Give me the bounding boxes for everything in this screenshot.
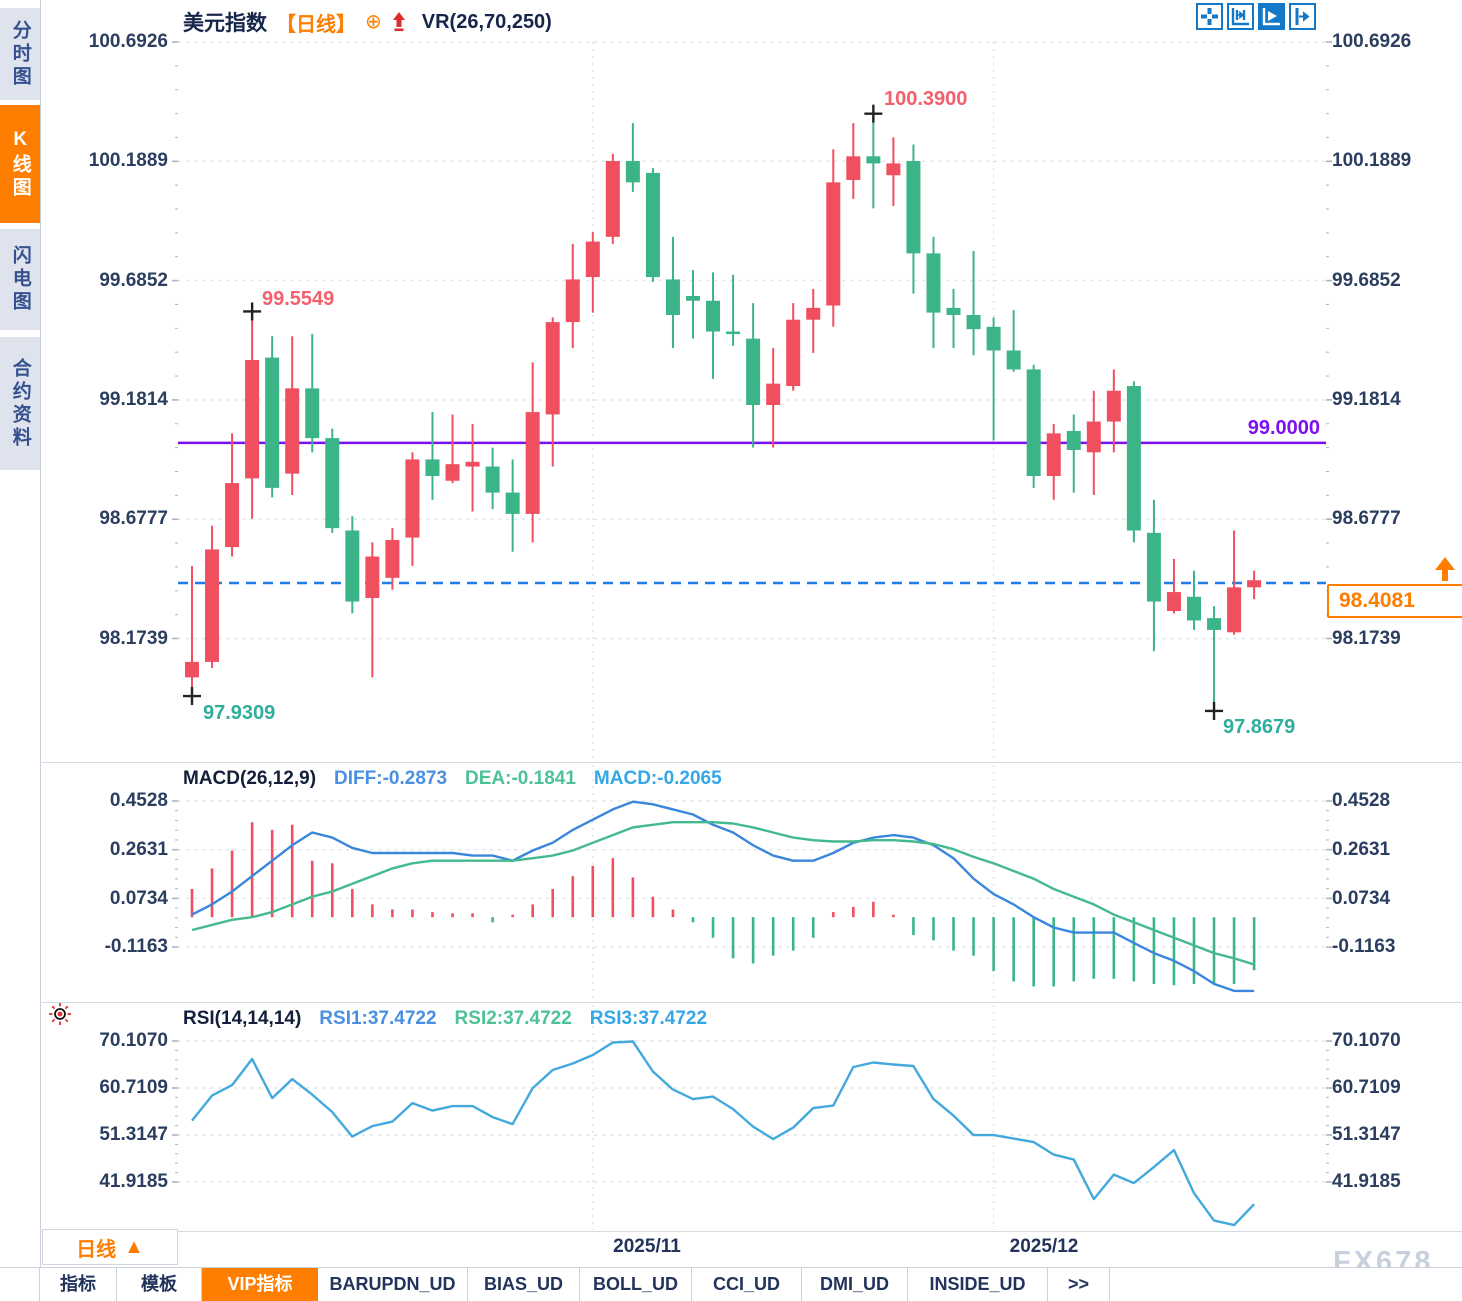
sidebar-divider: [40, 0, 41, 1300]
tab-templates[interactable]: 模板: [117, 1268, 202, 1301]
macd-ytick: 0.4528: [109, 790, 168, 811]
price-ytick: 100.6926: [1332, 31, 1412, 52]
xaxis-label-nov: 2025/11: [613, 1236, 681, 1257]
period-selector-label: 日线: [76, 1238, 117, 1261]
zoom-axis-range-icon[interactable]: [1227, 3, 1254, 30]
price-ytick: 99.1814: [1332, 389, 1401, 410]
macd-ytick: 0.0734: [1332, 888, 1391, 909]
sidebar-item-contract-info[interactable]: 合约资料: [0, 337, 40, 470]
swing-low-label: 97.8679: [1223, 716, 1296, 738]
panel-divider: [40, 1231, 1462, 1232]
macd-dea-value: DEA:-0.1841: [465, 768, 576, 789]
indicator-tabbar: 指标 模板 VIP指标 BARUPDN_UD BIAS_UD BOLL_UD C…: [0, 1267, 1462, 1301]
rsi-ytick: 41.9185: [99, 1171, 168, 1192]
rsi-settings-sun-icon[interactable]: [48, 1002, 72, 1031]
macd-ytick: 0.2631: [1332, 839, 1391, 860]
macd-diff-value: DIFF:-0.2873: [334, 768, 448, 789]
step-forward-icon[interactable]: [1289, 3, 1316, 30]
rsi-ytick: 60.7109: [1332, 1077, 1401, 1098]
panel-divider: [40, 1002, 1462, 1003]
rsi1-value: RSI1:37.4722: [319, 1008, 437, 1029]
swing-high-label: 100.3900: [884, 88, 968, 110]
rsi-ytick: 51.3147: [99, 1124, 168, 1145]
macd-ytick: -0.1163: [1332, 936, 1396, 957]
macd-ytick: 0.0734: [109, 888, 168, 909]
tab-vip-indicators[interactable]: VIP指标: [202, 1268, 318, 1301]
rsi-ytick: 41.9185: [1332, 1171, 1401, 1192]
panel-divider: [40, 762, 1462, 763]
price-ytick: 99.1814: [99, 389, 168, 410]
vr-indicator-label: VR(26,70,250): [421, 10, 552, 33]
tab-boll-ud[interactable]: BOLL_UD: [580, 1268, 692, 1301]
rsi-legend: RSI(14,14,14) RSI1:37.4722 RSI2:37.4722 …: [183, 1008, 707, 1030]
macd-ytick: 0.2631: [109, 839, 168, 860]
tab-cci-ud[interactable]: CCI_UD: [692, 1268, 802, 1301]
rsi-ytick: 70.1070: [99, 1030, 168, 1051]
price-ytick: 98.1739: [1332, 628, 1401, 649]
price-ytick: 98.1739: [99, 628, 168, 649]
tab-indicators[interactable]: 指标: [40, 1268, 117, 1301]
rsi-ytick: 51.3147: [1332, 1124, 1401, 1145]
rsi3-value: RSI3:37.4722: [589, 1008, 708, 1029]
swing-high-label: 99.5549: [262, 288, 335, 310]
period-tag: 【日线】: [276, 13, 356, 36]
chart-header: 美元指数 【日线】 ⊕ VR(26,70,250): [183, 7, 552, 37]
sidebar-item-timeline-chart[interactable]: 分时图: [0, 8, 40, 100]
macd-macd-value: MACD:-0.2065: [593, 768, 722, 789]
rsi-name: RSI(14,14,14): [183, 1008, 302, 1029]
price-ytick: 99.6852: [99, 270, 168, 291]
macd-ytick: 0.4528: [1332, 790, 1391, 811]
chevron-up-icon: ▲: [124, 1235, 144, 1258]
tab-more[interactable]: >>: [1048, 1268, 1110, 1301]
swing-low-label: 97.9309: [203, 702, 276, 724]
price-ytick: 100.1889: [88, 150, 168, 171]
price-ytick: 98.6777: [1332, 508, 1401, 529]
macd-name: MACD(26,12,9): [183, 768, 317, 789]
rsi2-value: RSI2:37.4722: [454, 1008, 572, 1029]
xaxis-label-dec: 2025/12: [1009, 1236, 1079, 1257]
buy-signal-arrow-icon: [391, 11, 407, 33]
macd-ytick: -0.1163: [104, 936, 168, 957]
play-scale-icon[interactable]: [1258, 3, 1285, 30]
price-ytick: 98.6777: [99, 508, 168, 529]
tab-bias-ud[interactable]: BIAS_UD: [468, 1268, 580, 1301]
sidebar-item-kline-chart[interactable]: K线图: [0, 105, 40, 223]
tab-inside-ud[interactable]: INSIDE_UD: [908, 1268, 1048, 1301]
last-price-badge: 98.4081: [1327, 584, 1462, 618]
instrument-title: 美元指数: [183, 12, 267, 35]
sidebar-item-lightning-chart[interactable]: 闪电图: [0, 229, 40, 330]
period-selector[interactable]: 日线 ▲: [42, 1229, 178, 1265]
price-ytick: 100.1889: [1332, 150, 1412, 171]
price-ytick: 100.6926: [88, 31, 168, 52]
rsi-ytick: 70.1070: [1332, 1030, 1401, 1051]
tab-dmi-ud[interactable]: DMI_UD: [802, 1268, 908, 1301]
tabbar-spacer: [0, 1268, 40, 1301]
macd-legend: MACD(26,12,9) DIFF:-0.2873 DEA:-0.1841 M…: [183, 768, 722, 790]
horizontal-line-label: 99.0000: [1247, 417, 1320, 439]
move-crosshair-icon[interactable]: [1196, 3, 1223, 30]
rsi-ytick: 60.7109: [99, 1077, 168, 1098]
add-indicator-icon[interactable]: ⊕: [365, 11, 382, 33]
price-ytick: 99.6852: [1332, 270, 1401, 291]
tab-barupdn-ud[interactable]: BARUPDN_UD: [318, 1268, 468, 1301]
